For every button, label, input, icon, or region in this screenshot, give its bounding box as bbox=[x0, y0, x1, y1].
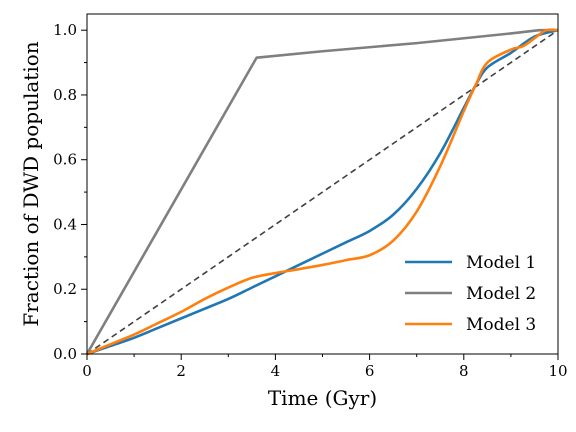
series-line-model-2 bbox=[85, 28, 558, 355]
y-tick-label: 0.8 bbox=[53, 86, 77, 104]
y-tick-label: 1.0 bbox=[53, 21, 77, 39]
x-tick-label: 10 bbox=[548, 362, 567, 380]
legend-label: Model 3 bbox=[466, 315, 536, 335]
legend-label: Model 2 bbox=[466, 284, 536, 304]
legend-label: Model 1 bbox=[466, 253, 536, 273]
reference-diagonal-line bbox=[86, 29, 559, 355]
x-tick-label: 6 bbox=[365, 362, 375, 380]
x-tick-label: 4 bbox=[271, 362, 281, 380]
x-tick-label: 0 bbox=[82, 362, 92, 380]
legend: Model 1 Model 2 Model 3 bbox=[405, 253, 536, 335]
x-axis-title: Time (Gyr) bbox=[268, 386, 377, 410]
y-tick-label: 0.4 bbox=[53, 215, 77, 233]
y-tick-label: 0.6 bbox=[53, 151, 77, 169]
x-tick-label: 2 bbox=[176, 362, 186, 380]
y-tick-label: 0.2 bbox=[53, 280, 77, 298]
series-layer bbox=[85, 28, 559, 356]
series-line-model-3 bbox=[86, 28, 559, 356]
y-tick-label: 0.0 bbox=[53, 345, 77, 363]
ticks-layer: 0 2 4 6 8 10 0.0 0.2 0.4 0.6 0.8 1.0 bbox=[53, 21, 567, 380]
y-axis-title: Fraction of DWD population bbox=[19, 41, 43, 326]
x-tick-label: 8 bbox=[459, 362, 469, 380]
